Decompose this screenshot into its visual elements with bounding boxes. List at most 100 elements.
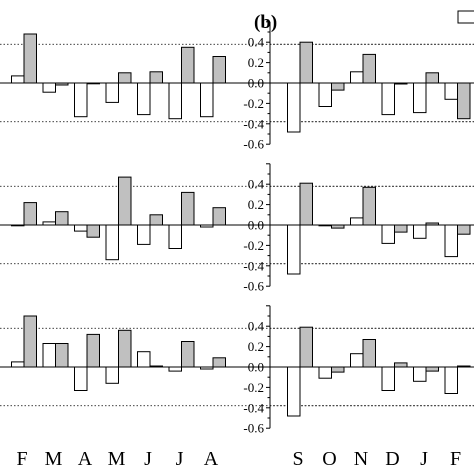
bar-filled [55,82,69,86]
bar-filled [212,357,226,368]
bar-open [318,366,332,379]
bar-open [105,82,119,103]
month-label: F [450,448,461,470]
y-tick-label: 0.0 [248,76,264,91]
y-tick-label: 0.4 [248,35,265,50]
bar-filled [149,214,163,226]
bar-filled [299,182,313,226]
month-label: O [322,448,336,470]
bar-open [413,224,427,239]
bar-open [74,82,88,118]
chart-panel-right-2: 0.4 0.2 0.0 -0.2 -0.4 -0.6 [243,163,474,294]
bar-open [137,224,151,245]
bar-open [137,351,151,368]
bar-open [381,82,395,116]
bar-open [381,224,395,244]
bar-open [444,82,458,100]
bar-filled [181,191,195,226]
bar-filled [362,339,376,368]
month-label: J [176,448,184,470]
y-tick-label: 0.4 [248,319,265,334]
panel-label: (b) [254,12,277,33]
bar-open [74,224,88,232]
bar-open [287,366,301,417]
month-label: A [78,448,93,470]
bar-filled [86,333,100,368]
chart-panel-left-3 [0,315,474,407]
bar-open [318,82,332,107]
month-label: J [420,448,428,470]
bar-filled [299,326,313,368]
bar-open [200,82,214,118]
bar-open [381,366,395,391]
bar-filled [181,46,195,84]
bar-filled [457,224,471,235]
bar-filled [118,176,132,226]
bar-filled [457,82,471,120]
bar-filled [299,41,313,84]
y-tick-label: -0.2 [243,380,264,395]
bar-open [105,224,119,261]
bar-open [74,366,88,391]
month-label: J [144,448,152,470]
bar-filled [331,366,345,373]
bar-open [11,75,25,84]
bar-open [200,224,214,228]
chart-panel-left-1 [0,33,474,123]
bar-open [168,366,182,372]
legend-box-fragment [457,10,474,24]
month-label: F [16,448,27,470]
bar-open [11,224,25,227]
bar-open [11,361,25,368]
bar-filled [362,53,376,84]
month-label: N [354,448,368,470]
bar-open [444,224,458,258]
chart-panels: 0.4 0.2 0.0 -0.2 -0.4 -0.6 0.4 0.2 0.0 -0.2 -0.4 -0… [0,21,474,436]
bar-filled [362,186,376,226]
bar-filled [149,71,163,84]
month-label: M [108,448,126,470]
y-tick-label: 0.2 [248,55,264,70]
bar-filled [149,365,163,368]
y-tick-label: -0.6 [243,279,264,294]
bar-open [413,82,427,114]
bar-open [444,366,458,394]
bar-open [168,82,182,120]
y-tick-label: -0.4 [243,258,264,273]
bar-filled [394,224,408,233]
y-tick-label: 0.0 [248,360,264,375]
bar-filled [23,315,37,368]
y-tick-label: 0.4 [248,177,265,192]
bar-open [350,353,364,368]
bar-filled [86,224,100,238]
chart-panel-right-1: 0.4 0.2 0.0 -0.2 -0.4 -0.6 [243,21,474,152]
bar-open [168,224,182,249]
bar-open [350,217,364,226]
bar-filled [331,82,345,91]
bar-open [287,224,301,275]
y-tick-label: 0.0 [248,218,264,233]
bar-filled [394,82,408,85]
month-label: D [385,448,399,470]
bar-filled [55,343,69,368]
bar-filled [331,224,345,229]
chart-panel-right-3: 0.4 0.2 0.0 -0.2 -0.4 -0.6 [243,305,474,436]
y-tick-label: -0.2 [243,96,264,111]
bar-filled [425,72,439,84]
y-tick-label: -0.2 [243,238,264,253]
bar-open [137,82,151,116]
y-tick-label: -0.6 [243,137,264,152]
bar-filled [457,365,471,368]
y-tick-label: 0.2 [248,197,264,212]
bar-filled [23,202,37,226]
bar-filled [394,362,408,368]
bar-filled [212,207,226,226]
bar-open [42,221,56,226]
bar-filled [425,222,439,226]
bar-filled [86,82,100,85]
chart-panel-left-2 [0,176,474,265]
bar-filled [181,341,195,368]
bar-filled [23,33,37,84]
